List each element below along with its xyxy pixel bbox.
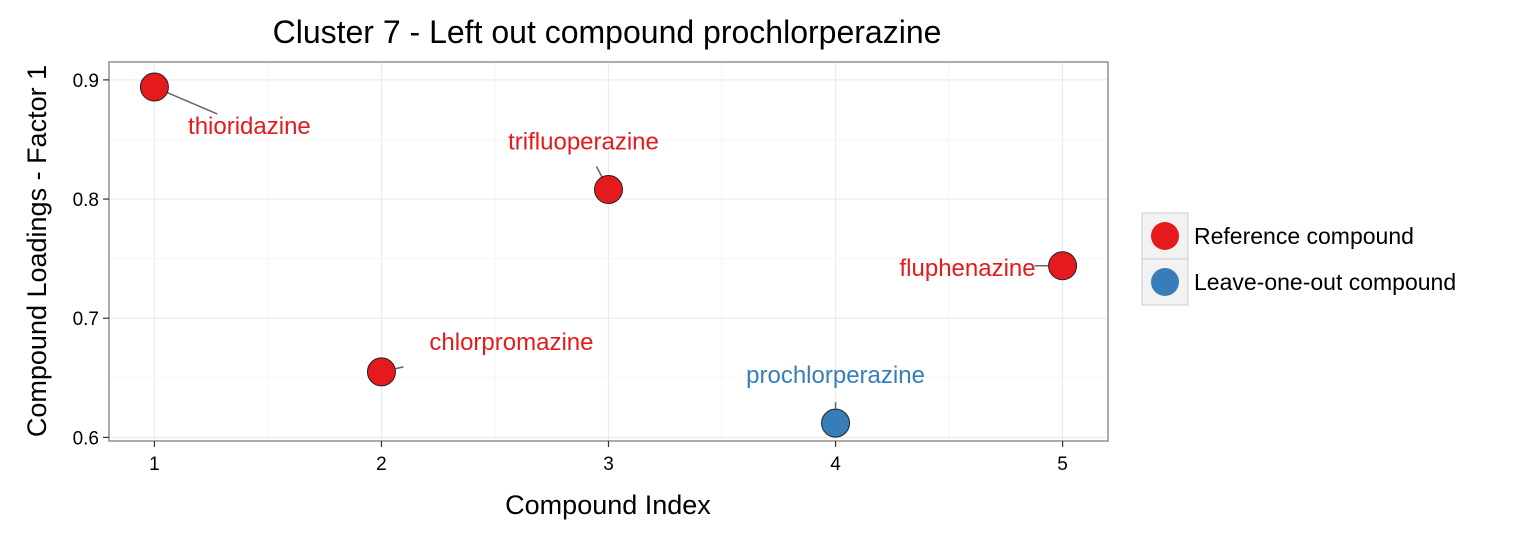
- legend-marker: [1151, 222, 1179, 250]
- legend-label: Leave-one-out compound: [1194, 269, 1456, 295]
- chart-title: Cluster 7 - Left out compound prochlorpe…: [273, 14, 942, 50]
- data-point: [366, 357, 396, 387]
- legend-marker: [1151, 268, 1179, 296]
- y-tick-label: 0.8: [73, 190, 99, 211]
- x-tick-label: 2: [376, 454, 387, 475]
- y-axis-title: Compound Loadings - Factor 1: [22, 65, 52, 437]
- y-axis: 0.6 0.7 0.8 0.9: [73, 71, 109, 449]
- data-points: [139, 72, 1078, 438]
- point-label: fluphenazine: [900, 255, 1036, 282]
- x-axis: 1 2 3 4 5: [149, 441, 1068, 475]
- point-labels: thioridazine chlorpromazine trifluoperazin…: [188, 113, 1036, 389]
- x-axis-title: Compound Index: [505, 490, 711, 520]
- x-tick-label: 3: [603, 454, 614, 475]
- y-tick-label: 0.9: [73, 71, 99, 92]
- point-label: chlorpromazine: [429, 329, 593, 356]
- y-tick-label: 0.7: [73, 309, 99, 330]
- point-label: trifluoperazine: [508, 129, 659, 156]
- data-point: [1048, 251, 1078, 281]
- data-point: [139, 72, 169, 102]
- legend-label: Reference compound: [1194, 223, 1414, 249]
- x-tick-label: 5: [1057, 454, 1068, 475]
- data-point: [594, 175, 623, 205]
- point-label: thioridazine: [188, 113, 311, 140]
- data-point: [821, 408, 851, 438]
- x-tick-label: 4: [830, 454, 841, 475]
- y-tick-label: 0.6: [73, 428, 99, 449]
- legend: Reference compound Leave-one-out compound: [1141, 212, 1456, 306]
- x-tick-label: 1: [149, 454, 160, 475]
- point-label: prochlorperazine: [746, 362, 925, 389]
